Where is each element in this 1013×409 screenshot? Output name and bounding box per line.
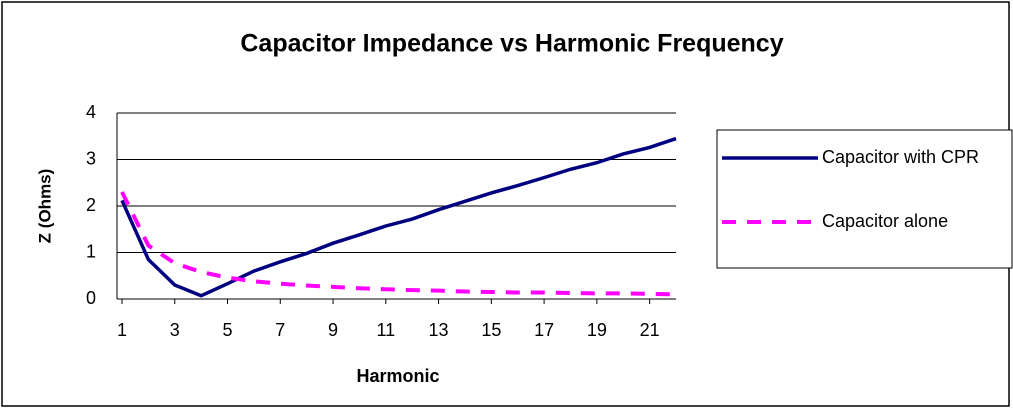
x-axis-label: Harmonic xyxy=(356,366,439,386)
legend-label: Capacitor alone xyxy=(822,211,949,231)
x-tick-label: 9 xyxy=(328,320,338,340)
series-line xyxy=(120,136,677,298)
series-line xyxy=(120,191,677,297)
x-tick-label: 5 xyxy=(223,320,233,340)
x-tick-label: 15 xyxy=(481,320,501,340)
x-tick-label: 3 xyxy=(170,320,180,340)
x-tick-label: 21 xyxy=(640,320,660,340)
x-tick-label: 7 xyxy=(275,320,285,340)
x-tick-label: 13 xyxy=(429,320,449,340)
legend-label: Capacitor with CPR xyxy=(822,147,980,167)
chart-title: Capacitor Impedance vs Harmonic Frequenc… xyxy=(240,30,783,58)
y-tick-label: 1 xyxy=(86,241,96,261)
y-tick-label: 4 xyxy=(86,102,96,122)
legend-box xyxy=(716,129,1013,269)
y-tick-label: 0 xyxy=(86,288,96,308)
y-tick-label: 2 xyxy=(86,195,96,215)
y-tick-label: 3 xyxy=(86,148,96,168)
x-tick-label: 11 xyxy=(376,320,395,340)
x-tick-label: 19 xyxy=(587,320,607,340)
y-axis-label: Z (Ohms) xyxy=(35,169,54,244)
x-tick-label: 17 xyxy=(534,320,554,340)
x-tick-label: 1 xyxy=(117,320,127,340)
